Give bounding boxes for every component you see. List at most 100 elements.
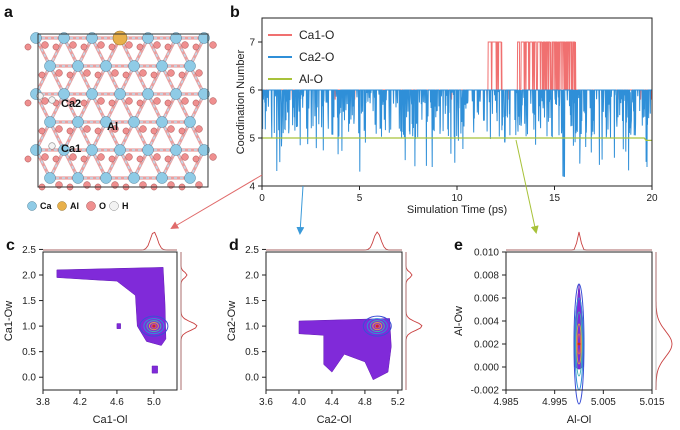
o-atom [192,43,200,51]
x-tick-label: 4.2 [73,397,87,408]
site-label-ca2: Ca2 [61,98,81,110]
h-atom [48,96,56,104]
y-tick-label: 5 [249,134,255,145]
density-contour [576,333,582,355]
y-tick-label: 0.5 [245,347,259,358]
x-tick-label: 5.0 [147,397,161,408]
ca-atom [100,172,112,184]
legend-label-al: Al [70,201,79,211]
ca-atom [170,88,182,100]
legend-swatch-o [86,201,96,211]
o-atom [97,97,105,105]
y-tick-label: 1.0 [22,322,36,333]
o-atom [209,153,217,161]
y-axis-label: Al-Ow [453,306,465,336]
y-tick-label: 2.5 [22,245,36,256]
o-atom [125,97,133,105]
y-tick-label: 1.5 [245,296,259,307]
x-axis-label: Al-Ol [567,414,591,426]
density-contour [143,318,165,335]
o-atom [69,97,77,105]
ca-atom [100,116,112,128]
o-atom [83,125,91,133]
ca-atom [44,116,56,128]
ca-atom [184,172,196,184]
y-tick-label: 0.002 [474,340,499,351]
marginal-right-curve [180,252,198,390]
density-contour [148,322,159,331]
o-atom [136,99,144,107]
series-al-o-line [262,137,652,142]
o-atom [69,41,77,49]
o-atom [38,127,46,135]
o-atom [153,97,161,105]
o-atom [97,153,105,161]
ca-atom [198,144,210,156]
x-tick-label: 3.8 [36,397,50,408]
ca-atom [184,60,196,72]
density-contour [374,323,380,329]
y-tick-label: 0.008 [474,271,499,282]
plot-d-ca2-map: 3.6 4.0 4.4 4.8 5.2 0.0 0.5 1.0 1.5 2.0 2.5 Ca2-Ol C… [226,231,423,426]
o-atom [195,69,203,77]
o-atom [111,125,119,133]
x-tick-label: 3.6 [259,397,273,408]
o-atom [108,155,116,163]
density-contour [372,322,383,331]
density-contour [575,311,583,377]
density-contour [151,323,157,329]
unit-cell-frame [37,33,209,188]
o-atom [209,41,217,49]
marginal-right-curve [655,252,673,390]
x-axis-label: Simulation Time (ps) [407,204,507,216]
al-atom [112,30,128,46]
o-atom [83,69,91,77]
h-atom [48,142,56,150]
ca-atom [170,32,182,44]
o-atom [125,153,133,161]
o-atom [164,155,172,163]
plot-e-al-map: 4.985 4.995 5.005 5.015 -0.002 0.000 0.002 0.00… [453,231,673,426]
ca-atom [30,144,42,156]
plot-frame [265,251,403,391]
o-atom [167,69,175,77]
x-tick-label: 4.995 [542,397,567,408]
arrow-ca1 [170,174,263,230]
ca-atom [58,144,70,156]
ca-atom [142,88,154,100]
ca-atom [114,144,126,156]
ca-atom [198,32,210,44]
ca-atom [30,32,42,44]
legend-swatch-al [57,201,67,211]
x-tick-label: 15 [549,193,561,204]
ca-atom [198,88,210,100]
panel-label-b: b [230,4,240,21]
o-atom [108,99,116,107]
legend-label-h: H [122,201,129,211]
o-atom [181,41,189,49]
density-contour [576,323,582,365]
site-label-al: Al [107,121,118,133]
o-atom [24,99,32,107]
o-atom [55,69,63,77]
density-contour [362,315,392,337]
arrow-ca2 [296,185,305,235]
ca-atom [156,60,168,72]
x-tick-label: 20 [646,193,658,204]
ca-atom [170,144,182,156]
ca-atom [142,144,154,156]
o-atom [192,155,200,163]
o-atom [80,99,88,107]
marginal-top-curve [43,231,177,251]
y-tick-label: 0.006 [474,294,499,305]
ca-atom [86,32,98,44]
site-label-ca1: Ca1 [61,143,81,155]
o-atom [136,43,144,51]
y-tick-label: 1.0 [245,322,259,333]
legend-swatch-ca [27,201,37,211]
plot-c-ca1-map: 3.8 4.2 4.6 5.0 0.0 0.5 1.0 1.5 2.0 2.5 Ca1-Ol Ca1-… [3,231,198,426]
density-region [56,267,167,346]
marginal-top-curve [266,231,402,251]
o-atom [80,155,88,163]
y-tick-label: 2.5 [245,245,259,256]
